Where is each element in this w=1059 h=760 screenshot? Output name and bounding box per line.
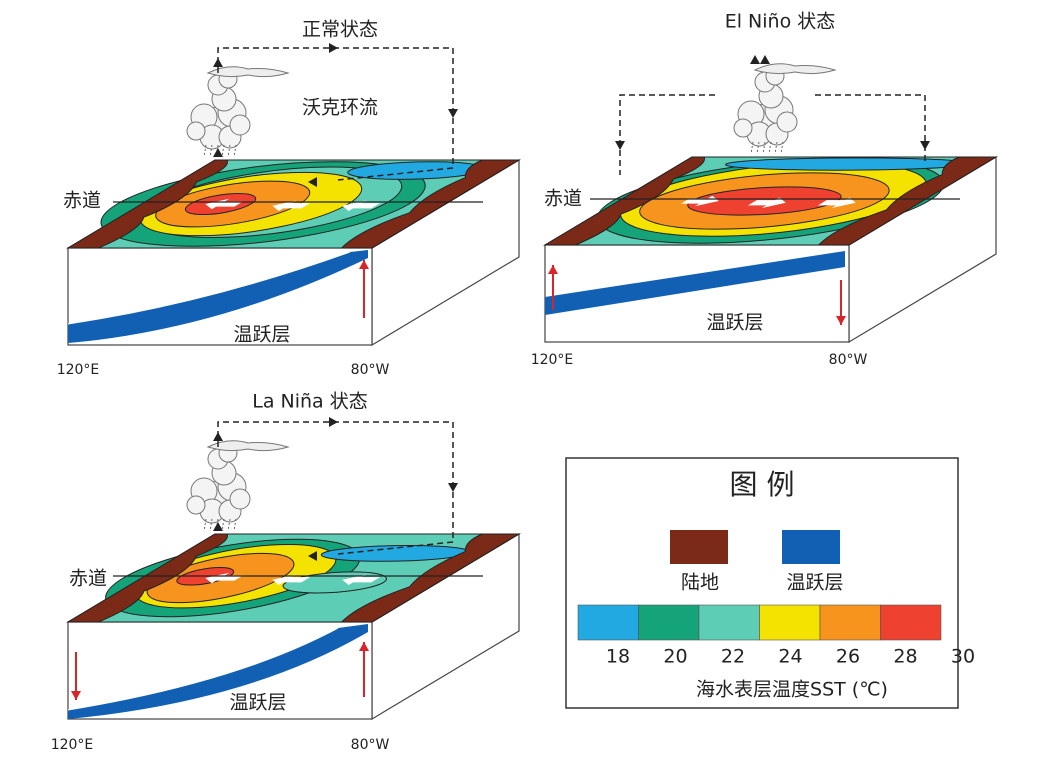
rain: [768, 141, 772, 155]
equator-label: 赤道: [544, 188, 582, 210]
shapes: [44, 43, 1002, 721]
lon-east: 80°W: [351, 362, 390, 378]
arrow-head: [359, 642, 369, 651]
arrow-head: [329, 417, 338, 427]
thermocline-legend-label: 温跃层: [786, 572, 843, 594]
sst-swatch: [759, 604, 821, 641]
sst-tick-label: 20: [663, 646, 687, 668]
panel: [44, 43, 519, 347]
thermocline-label: 温跃层: [706, 312, 763, 334]
legend-box: [565, 457, 959, 709]
cloud: [229, 488, 251, 510]
arrow-head: [213, 58, 223, 67]
arrow-head: [213, 432, 223, 441]
land: [334, 534, 519, 622]
thermocline-swatch: [782, 530, 840, 564]
thermocline: [545, 251, 845, 315]
thermocline-label: 温跃层: [233, 324, 290, 346]
sst-tick-label: 28: [893, 646, 917, 668]
sst-tick-label: 22: [721, 646, 745, 668]
cloud: [776, 111, 798, 133]
sea-surface: [50, 534, 519, 622]
arrow-head: [448, 483, 458, 492]
panel: [539, 55, 1002, 344]
thermocline-line: [67, 627, 339, 711]
arrow-head: [71, 691, 81, 700]
panel-title: La Niña 状态: [252, 391, 368, 413]
panel-title: El Niño 状态: [725, 11, 836, 33]
panel: [50, 417, 519, 721]
sst-label: 海水表层温度SST (℃): [696, 679, 888, 701]
sea-surface: [539, 157, 1002, 245]
arrow-head: [760, 55, 770, 64]
lon-west: 120°E: [531, 352, 574, 368]
circulation: [217, 47, 454, 181]
equator-label: 赤道: [69, 568, 107, 590]
sst-swatch: [698, 604, 760, 641]
sst-swatch: [880, 604, 942, 641]
sst-swatch: [638, 604, 700, 641]
sst-tick-label: 26: [836, 646, 860, 668]
arrow-head: [920, 141, 930, 150]
arrow-head: [359, 260, 369, 269]
circulation-label: 沃克环流: [302, 97, 378, 119]
thermocline-line: [67, 251, 351, 325]
arrow-head: [308, 177, 317, 187]
arrow-head: [750, 55, 760, 64]
thermocline: [68, 624, 368, 719]
sst-swatch: [577, 604, 639, 641]
arrow-head: [213, 148, 223, 157]
lon-west: 120°E: [57, 362, 100, 378]
thermocline-label: 温跃层: [229, 692, 286, 714]
arrow-head: [308, 551, 317, 561]
cloud-top: [753, 63, 837, 75]
land: [68, 160, 250, 248]
land: [68, 534, 250, 622]
circulation: [619, 94, 926, 175]
arrow-head: [329, 43, 338, 53]
arrow-head: [448, 109, 458, 118]
arrow-head: [213, 522, 223, 531]
sst-tick-label: 18: [606, 646, 630, 668]
land-swatch: [670, 530, 728, 564]
panel-title: 正常状态: [302, 19, 378, 41]
arrow-head: [836, 316, 846, 325]
cloud-top: [206, 440, 290, 452]
land-label: 陆地: [681, 572, 719, 594]
arrow-head: [548, 265, 558, 274]
arrow-head: [615, 141, 625, 150]
lon-east: 80°W: [351, 737, 390, 753]
thermocline: [68, 250, 368, 343]
surface-arrow: [205, 198, 244, 210]
lon-east: 80°W: [829, 352, 868, 368]
sst-swatch: [819, 604, 881, 641]
cloud: [186, 495, 206, 515]
rain: [221, 518, 225, 532]
equator-label: 赤道: [63, 190, 101, 212]
rain: [221, 144, 225, 158]
cloud: [229, 114, 251, 136]
cloud-top: [206, 66, 290, 78]
land: [811, 157, 996, 245]
cloud: [733, 118, 753, 138]
sst-tick-label: 30: [951, 646, 975, 668]
sst-tick-label: 24: [778, 646, 802, 668]
cloud: [186, 121, 206, 141]
legend-title: 图 例: [730, 468, 795, 501]
surface-arrow: [680, 195, 719, 207]
circulation: [217, 421, 454, 555]
land: [545, 157, 727, 245]
land: [334, 160, 519, 248]
lon-west: 120°E: [51, 737, 94, 753]
